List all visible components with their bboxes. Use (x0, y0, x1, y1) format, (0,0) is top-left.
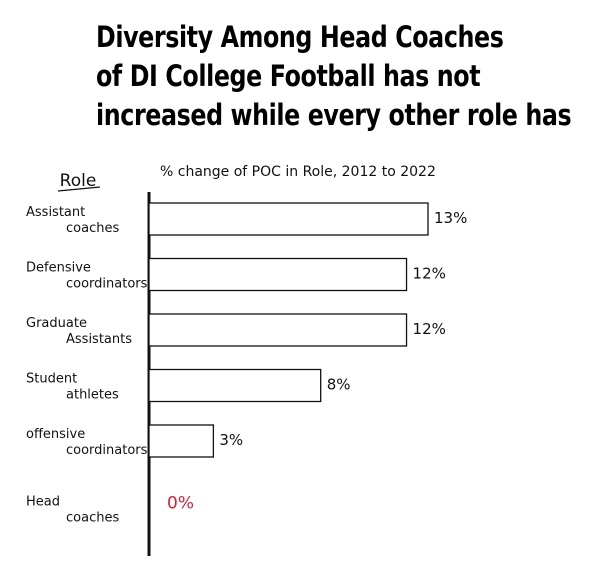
data-label-2: 12% (413, 320, 446, 338)
bar-3 (148, 368, 322, 403)
chart-title-line-3: increased while every other role has (96, 98, 572, 132)
data-label-5: 0% (167, 494, 194, 514)
chart-title-line-1: Diversity Among Head Coaches (96, 20, 504, 54)
bar-4 (148, 424, 215, 458)
category-label-2: Graduate Assistants (26, 316, 132, 347)
data-label-1: 12% (413, 265, 446, 283)
y-axis-title-underline (57, 186, 101, 192)
category-label-1: Defensive coordinators (26, 261, 148, 292)
data-label-0: 13% (434, 209, 467, 227)
x-axis-title: % change of POC in Role, 2012 to 2022 (160, 164, 436, 180)
category-label-4: offensive coordinators (26, 427, 148, 458)
bar-0 (148, 202, 429, 236)
category-label-5: Headcoaches (26, 495, 119, 526)
category-label-0: Assistant coaches (26, 205, 119, 236)
bar-2 (148, 313, 408, 347)
category-label-3: Student athletes (26, 372, 119, 403)
chart-title-line-2: of DI College Football has not (96, 59, 481, 93)
y-axis-title: Role (60, 171, 97, 191)
chart-title: Diversity Among Head Coaches of DI Colle… (96, 18, 572, 135)
data-label-4: 3% (219, 431, 243, 449)
bars-group: 13% Assistant coaches 12% Defensive coordinat… (26, 202, 467, 526)
bar-1 (148, 257, 408, 292)
data-label-3: 8% (327, 376, 351, 394)
